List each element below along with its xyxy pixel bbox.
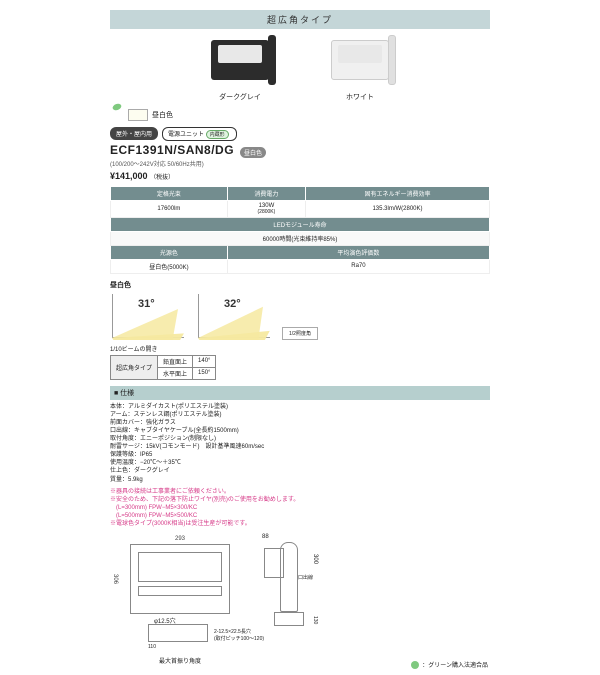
beam-angle-left: 31° (138, 298, 155, 310)
bt-r1c0: 水平面上 (158, 367, 193, 379)
td-power: 130W (2800K) (227, 200, 305, 217)
beam-angle-right: 32° (224, 298, 241, 310)
product-variants: ダークグレイ ホワイト (110, 35, 490, 105)
variant-dark: ダークグレイ (195, 35, 285, 105)
model-row: ECF1391N/SAN8/DG 昼白色 (110, 143, 490, 158)
price: ¥141,000 （税抜） (110, 171, 490, 181)
spec-table-main: 定格光束 消費電力 固有エネルギー消費効率 17600lm 130W (2800… (110, 186, 490, 274)
td-lumen: 17600lm (111, 200, 228, 217)
th-color: 光源色 (111, 245, 228, 259)
beam-caption: 1/10ビームの開き (110, 344, 490, 353)
fixture-image-white (323, 35, 398, 90)
beam-title: 昼白色 (110, 280, 490, 290)
td-ra: Ra70 (227, 259, 489, 273)
green-dot-icon (411, 661, 419, 669)
beam-left: 31° (110, 292, 188, 340)
beam-spread-table: 超広角タイプ 鉛直面上 140° 水平面上 150° (110, 355, 216, 380)
model-note: (100/200～242V対応 50/60Hz共用) (110, 159, 490, 168)
color-temp-label: 昼白色 (152, 110, 173, 120)
dim-depth: 88 (262, 534, 269, 540)
dim-height: 306 (112, 544, 118, 614)
bt-r0c0: 鉛直面上 (158, 355, 193, 367)
fixture-image-dark (203, 35, 278, 90)
th-ra: 平均演色評価数 (227, 245, 489, 259)
dim-base-w: 110 (148, 644, 156, 650)
beam-right: 32° (196, 292, 274, 340)
bt-r1c1: 150° (193, 367, 216, 379)
td-color: 昼白色(5000K) (111, 259, 228, 273)
bt-type: 超広角タイプ (111, 355, 158, 379)
green-purchase-note: ：グリーン購入法適合品 (411, 660, 488, 669)
beam-side-caption: 1/2照度角 (282, 327, 318, 340)
spec-heading: ■ 仕様 (110, 386, 490, 400)
pill-psu: 電源ユニット 内蔵形 (162, 127, 237, 141)
color-swatch-icon (128, 109, 148, 121)
pill-use: 屋外・屋内用 (110, 127, 158, 140)
dim-side-h: 130 (312, 616, 318, 624)
bt-r0c1: 140° (193, 355, 216, 367)
dim-total-h: 300 (312, 554, 318, 564)
td-eff: 135.3lm/W(2800K) (305, 200, 489, 217)
out-label: 口出線 (298, 574, 313, 581)
color-chip: 昼白色 (128, 109, 490, 121)
dim-base-note: 2-12.5×22.5長穴 (取付ピッチ100〜120) (214, 628, 264, 642)
td-life: 60000時間(光束維持率85%) (111, 231, 490, 245)
variant-label: ダークグレイ (219, 92, 261, 102)
th-eff: 固有エネルギー消費効率 (305, 186, 489, 200)
spec-list: 本体：アルミダイカスト(ポリエステル塗装) アーム：ステンレス鋼(ポリエステル塗… (110, 403, 490, 484)
th-life: LEDモジュール寿命 (111, 217, 490, 231)
model-code: ECF1391N/SAN8/DG (110, 143, 234, 157)
variant-white: ホワイト (315, 35, 405, 105)
type-header: 超広角タイプ (110, 10, 490, 29)
th-lumen: 定格光束 (111, 186, 228, 200)
dim-width: 293 (130, 536, 230, 542)
warning-notes: ※器具の接続は工事業者にご依頼ください。 ※安全のため、下記の落下防止ワイヤ(別… (110, 488, 490, 528)
variant-label: ホワイト (346, 92, 374, 102)
pill-psu-note: 内蔵形 (206, 130, 229, 139)
model-suffix: 昼白色 (240, 147, 266, 158)
bottom-caption: 最大首振り角度 (110, 656, 250, 665)
usage-pills: 屋外・屋内用 電源ユニット 内蔵形 (110, 127, 490, 141)
beam-diagrams: 31° 32° 1/2照度角 (110, 292, 490, 340)
th-power: 消費電力 (227, 186, 305, 200)
